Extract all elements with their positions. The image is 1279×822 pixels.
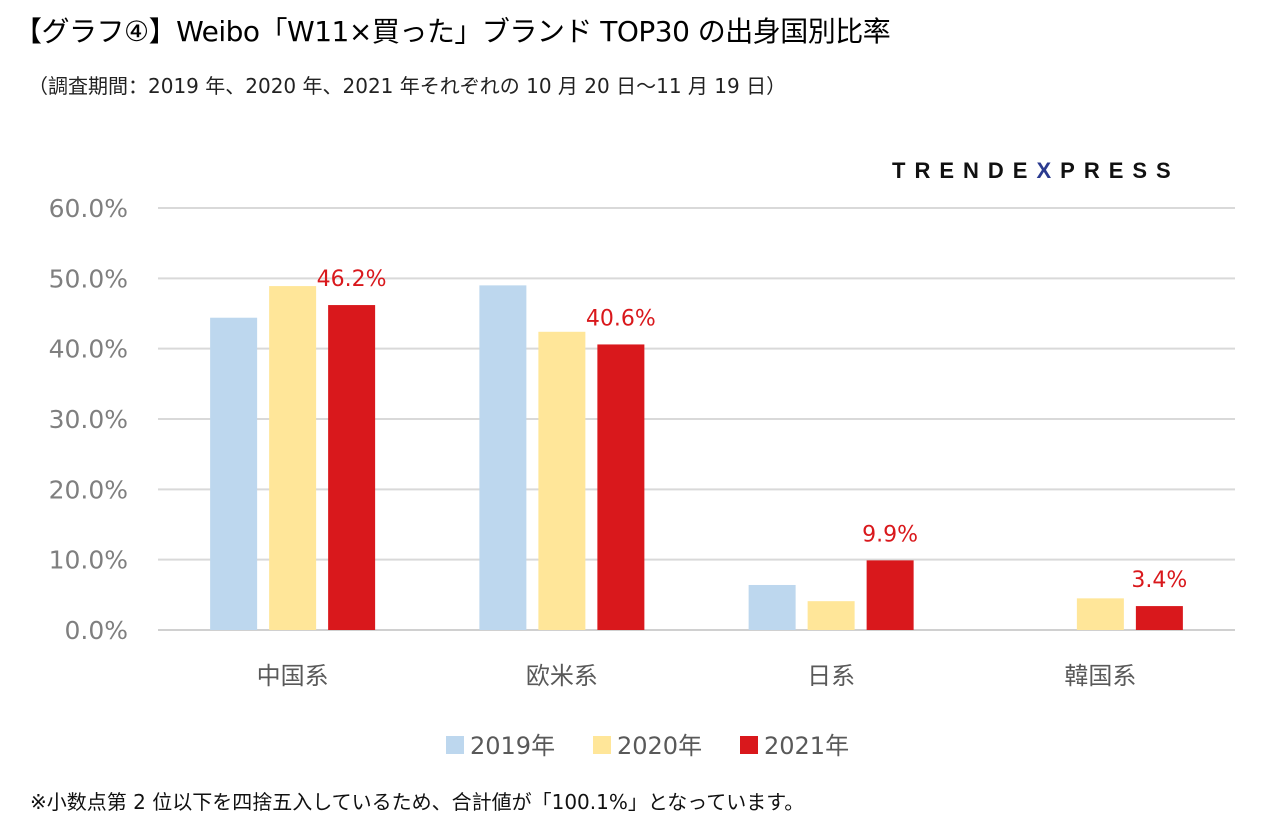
legend-swatch (740, 736, 758, 754)
chart-subtitle: （調査期間：2019 年、2020 年、2021 年それぞれの 10 月 20 … (28, 74, 787, 98)
y-tick-label: 30.0% (49, 405, 128, 434)
y-tick-label: 0.0% (64, 616, 128, 645)
legend: 2019年 2020年 2021年 (446, 732, 849, 760)
y-tick-label: 20.0% (49, 475, 128, 504)
y-tick-label: 60.0% (49, 194, 128, 223)
footnote: ※小数点第 2 位以下を四捨五入しているため、合計値が「100.1%」となってい… (30, 790, 805, 814)
legend-swatch (446, 736, 464, 754)
data-label: 9.9% (862, 522, 918, 547)
x-category-label: 中国系 (257, 662, 329, 690)
bar-2020年-日系 (807, 601, 855, 630)
bar-2021年-中国系 (328, 305, 376, 630)
legend-label: 2019年 (470, 732, 555, 760)
y-tick-label: 50.0% (49, 264, 128, 293)
logo-text-2: PRESS (1060, 158, 1180, 183)
bar-2021年-韓国系 (1135, 606, 1183, 630)
chart-title: 【グラフ④】Weibo「W11×買った」ブランド TOP30 の出身国別比率 (14, 15, 891, 48)
bars (210, 285, 1183, 630)
bar-2020年-韓国系 (1076, 598, 1124, 630)
legend-label: 2021年 (764, 732, 849, 760)
bar-2020年-欧米系 (538, 331, 586, 630)
bar-2019年-欧米系 (479, 285, 527, 630)
y-axis-ticks: 0.0% 10.0% 20.0% 30.0% 40.0% 50.0% 60.0% (49, 194, 128, 645)
bar-2020年-中国系 (269, 286, 317, 630)
bar-2019年-中国系 (210, 317, 258, 630)
x-category-label: 欧米系 (526, 662, 598, 690)
bar-2021年-欧米系 (597, 344, 645, 630)
y-tick-label: 10.0% (49, 546, 128, 575)
data-label: 46.2% (317, 267, 387, 292)
data-label: 40.6% (586, 306, 656, 331)
x-category-label: 韓国系 (1064, 662, 1136, 690)
bar-2021年-日系 (866, 560, 914, 630)
data-labels: 46.2% 40.6% 9.9% 3.4% (317, 267, 1188, 593)
logo-x-mark: X (1036, 158, 1061, 183)
data-label: 3.4% (1131, 568, 1187, 593)
x-axis-categories: 中国系 欧米系 日系 韓国系 (257, 662, 1137, 690)
x-category-label: 日系 (807, 662, 855, 690)
legend-label: 2020年 (617, 732, 702, 760)
logo-text-1: TRENDE (892, 158, 1037, 183)
legend-swatch (593, 736, 611, 754)
y-tick-label: 40.0% (49, 335, 128, 364)
bar-2019年-日系 (748, 584, 796, 630)
trendexpress-logo: TRENDEXPRESS (892, 158, 1180, 184)
